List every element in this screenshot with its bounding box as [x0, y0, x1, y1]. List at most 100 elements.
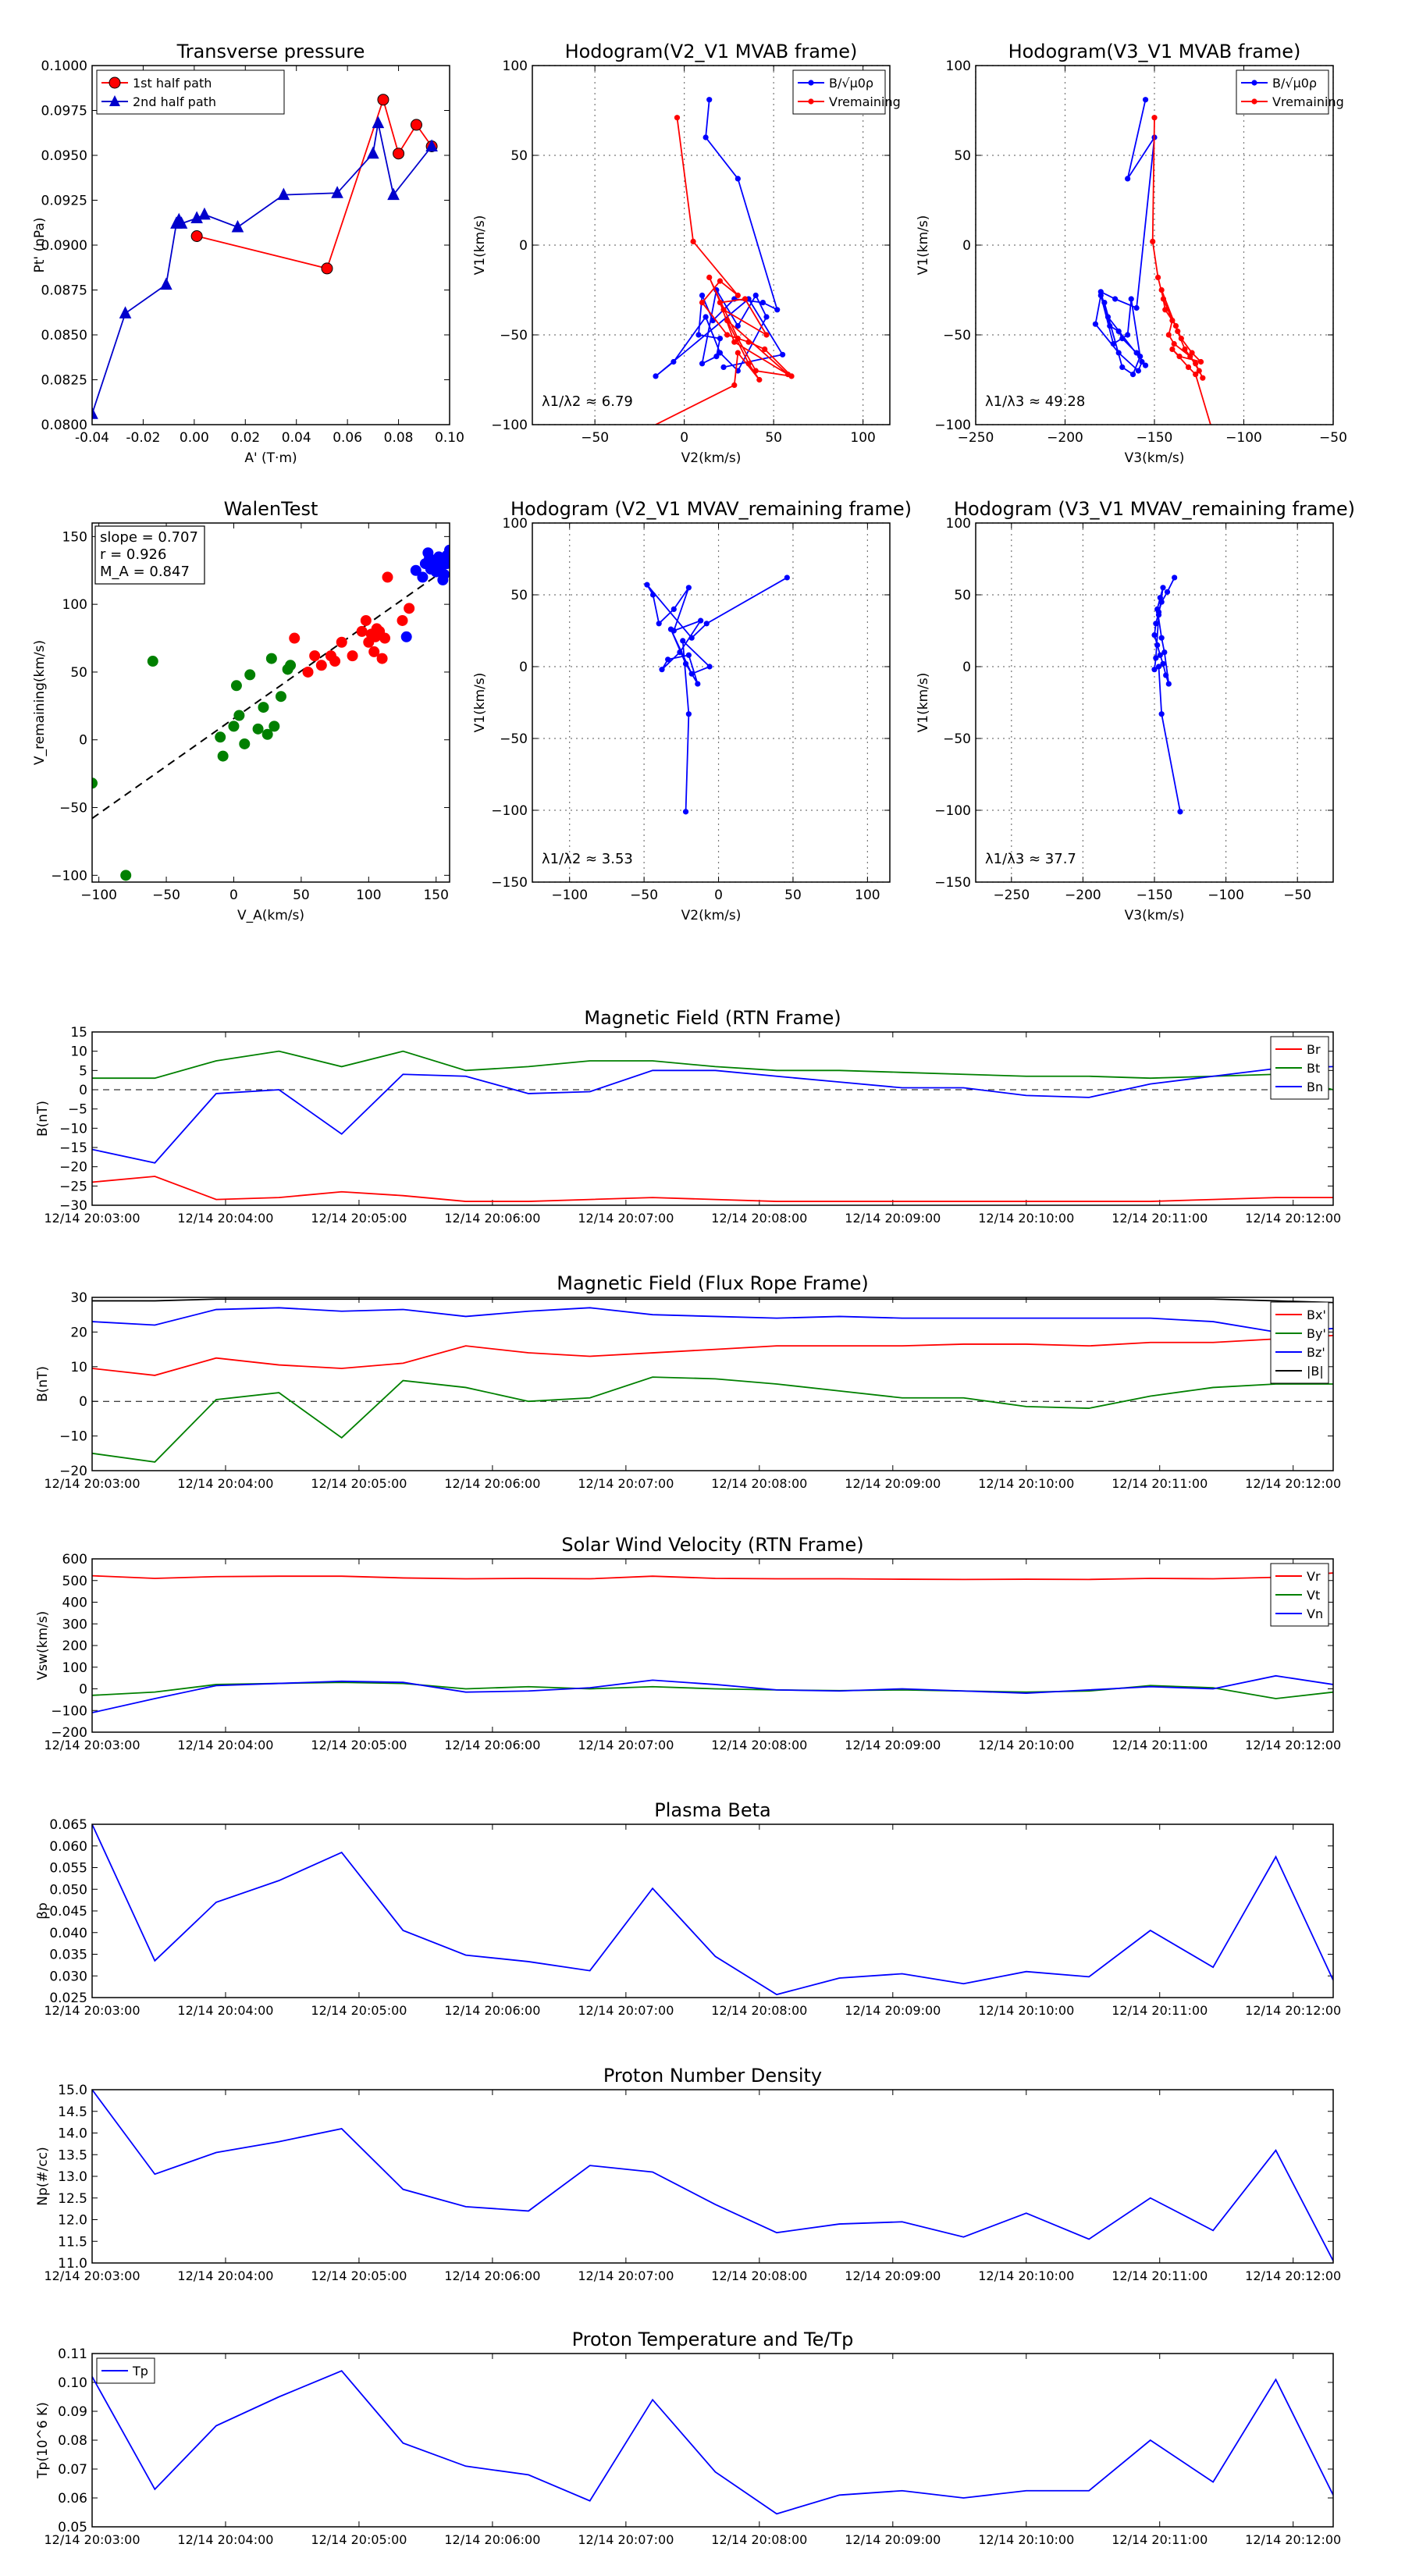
axes-frame: [91, 1558, 1334, 1733]
legend-label: Bn: [1307, 1080, 1323, 1094]
scatter-point: [275, 691, 286, 703]
data-point: [1164, 589, 1171, 595]
x-tick-label: 12/14 20:07:00: [578, 1476, 674, 1491]
x-tick-label: 12/14 20:09:00: [845, 1476, 941, 1491]
chart-title: Transverse pressure: [176, 41, 365, 62]
y-axis-label: V1(km/s): [916, 215, 931, 276]
legend-label: 2nd half path: [133, 94, 216, 109]
legend-marker: [808, 98, 814, 105]
legend-label: By': [1307, 1326, 1326, 1341]
data-point: [1189, 350, 1195, 356]
chart-title: Plasma Beta: [654, 1799, 770, 1821]
data-point: [670, 606, 677, 613]
y-tick-label: 0: [962, 238, 971, 254]
y-tick-label: 30: [70, 1290, 87, 1306]
scatter-point: [356, 625, 368, 637]
scatter-point: [265, 653, 277, 664]
x-axis-label: V3(km/s): [1125, 908, 1185, 923]
series-line-Vremaining: [1151, 117, 1211, 425]
data-point: [695, 681, 701, 687]
y-tick-label: 13.5: [58, 2147, 87, 2163]
y-tick-label: 15: [70, 1025, 87, 1041]
data-point: [1153, 621, 1159, 627]
x-tick-label: 12/14 20:07:00: [578, 1738, 674, 1752]
data-point: [735, 350, 741, 356]
data-point: [674, 115, 681, 121]
data-point: [784, 575, 790, 581]
x-tick-label: 12/14 20:09:00: [845, 1211, 941, 1226]
y-tick-label: −100: [491, 803, 528, 819]
data-point: [1175, 328, 1181, 334]
data-point: [1133, 350, 1140, 356]
axes-frame: [91, 1823, 1334, 1998]
x-tick-label: 12/14 20:04:00: [177, 1211, 273, 1226]
y-axis-label: B(nT): [35, 1101, 51, 1137]
y-tick-label: 14.0: [58, 2126, 87, 2142]
axes-frame: [91, 65, 450, 425]
y-tick-label: 150: [62, 529, 87, 545]
data-point: [677, 649, 683, 656]
chart-title: Hodogram(V3_V1 MVAB frame): [1008, 41, 1301, 62]
data-point: [377, 94, 389, 106]
y-tick-label: 0: [79, 1394, 87, 1410]
data-point: [367, 146, 379, 159]
data-point: [699, 292, 706, 298]
data-point: [1158, 635, 1165, 641]
x-tick-label: 12/14 20:11:00: [1112, 2268, 1208, 2283]
data-point: [1129, 372, 1136, 378]
y-axis-label: B(nT): [35, 1366, 51, 1402]
data-point: [1125, 332, 1131, 338]
x-tick-label: −150: [1136, 430, 1173, 446]
data-point: [1119, 336, 1126, 342]
series-line-Bt: [92, 1050, 1333, 1091]
y-axis-label: V1(km/s): [916, 673, 931, 733]
data-point: [1158, 286, 1165, 294]
series-line-By': [92, 1376, 1333, 1463]
data-point: [1110, 340, 1116, 347]
x-tick-label: 12/14 20:04:00: [177, 2003, 273, 2018]
series-line-B: [646, 577, 788, 812]
y-tick-label: 0: [79, 1083, 87, 1098]
x-tick-label: 12/14 20:12:00: [1245, 1738, 1341, 1752]
axes-frame: [532, 65, 891, 425]
x-axis-label: V2(km/s): [681, 450, 742, 466]
data-point: [1209, 425, 1215, 431]
scatter-point: [261, 728, 273, 740]
data-point: [1101, 300, 1108, 306]
x-tick-label: 12/14 20:03:00: [44, 1738, 140, 1752]
data-point: [231, 219, 244, 233]
x-tick-label: 12/14 20:09:00: [845, 1738, 941, 1752]
data-point: [1160, 296, 1167, 302]
scatter-point: [347, 650, 358, 662]
y-tick-label: 0.08: [58, 2433, 87, 2449]
chart-title: WalenTest: [224, 498, 318, 520]
x-tick-label: 12/14 20:09:00: [845, 2003, 941, 2018]
data-point: [735, 292, 741, 298]
data-point: [1155, 612, 1162, 618]
y-tick-label: 15.0: [58, 2083, 87, 2098]
plot-area: [92, 1298, 1333, 1463]
data-point: [784, 372, 791, 378]
plot-area: [92, 2370, 1333, 2515]
x-tick-label: 12/14 20:08:00: [711, 2532, 807, 2547]
x-tick-label: 100: [356, 888, 381, 903]
data-point: [763, 332, 770, 338]
y-tick-label: 13.0: [58, 2169, 87, 2185]
data-point: [665, 656, 671, 663]
y-tick-label: −10: [59, 1121, 87, 1137]
scatter-point: [269, 720, 280, 732]
scatter-point: [437, 574, 449, 585]
data-point: [706, 664, 713, 670]
y-tick-label: 0.060: [49, 1839, 87, 1855]
x-tick-label: −50: [581, 430, 609, 446]
y-tick-label: 0.0900: [41, 238, 87, 254]
data-point: [1169, 318, 1176, 324]
x-tick-label: 12/14 20:07:00: [578, 2003, 674, 2018]
data-point: [759, 300, 767, 306]
y-tick-label: −5: [68, 1102, 87, 1118]
data-point: [1137, 354, 1144, 360]
legend-box: [792, 69, 886, 115]
legend: Vr Vt Vn: [1270, 1563, 1329, 1627]
y-tick-label: 500: [62, 1574, 87, 1589]
eigenvalue-ratio: λ1/λ2 ≈ 3.53: [542, 851, 633, 867]
